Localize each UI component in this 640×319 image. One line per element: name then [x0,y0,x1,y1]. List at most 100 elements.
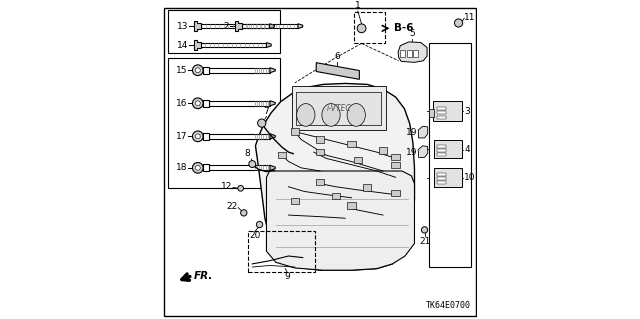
Polygon shape [269,24,275,28]
Bar [437,153,446,156]
Text: 21: 21 [419,237,430,246]
Polygon shape [419,126,428,138]
Text: 15: 15 [175,66,187,75]
Text: 9: 9 [284,272,290,281]
Ellipse shape [297,104,315,126]
Bar [209,134,270,139]
Bar [209,101,270,106]
Bar [406,50,412,57]
Bar [278,152,286,159]
Text: 11: 11 [463,13,475,22]
Bar [436,111,446,114]
Text: TK64E0700: TK64E0700 [426,301,470,310]
Polygon shape [419,146,428,158]
Bar [203,100,209,107]
Polygon shape [266,171,415,270]
Circle shape [193,98,203,109]
Bar [433,101,461,121]
Bar [429,43,471,267]
Text: 1: 1 [355,1,361,11]
Bar [437,145,446,148]
Text: FR.: FR. [193,271,212,280]
Text: 8: 8 [244,149,250,159]
Polygon shape [235,21,242,31]
Text: 22: 22 [227,202,237,211]
Circle shape [421,227,428,233]
Circle shape [193,65,203,76]
Bar [437,177,446,180]
Text: 3: 3 [464,107,470,116]
Polygon shape [266,43,271,48]
Text: 13: 13 [177,22,188,31]
Text: 12: 12 [221,182,232,191]
Polygon shape [255,84,415,270]
Bar [354,12,385,43]
Bar [203,67,209,74]
Text: 16: 16 [175,99,187,108]
Circle shape [249,160,256,167]
Circle shape [195,166,200,170]
Polygon shape [298,24,303,28]
Bar [400,50,405,57]
Bar [429,109,434,116]
Bar [291,198,299,204]
Bar [201,24,269,28]
Polygon shape [270,165,275,170]
Bar [203,133,209,140]
Bar [201,43,266,48]
Bar [348,203,356,209]
Text: 20: 20 [250,232,261,241]
Bar [291,129,299,135]
Text: i-VTEC: i-VTEC [326,104,351,114]
Bar [392,154,399,160]
Polygon shape [398,42,427,62]
Text: 2: 2 [224,22,229,31]
Bar [203,164,209,171]
Polygon shape [194,21,201,31]
Text: 4: 4 [464,145,470,154]
Bar [292,86,386,130]
Text: 18: 18 [175,163,187,172]
Circle shape [257,221,262,228]
Bar [316,136,324,143]
Circle shape [193,162,203,173]
Bar [434,140,461,159]
Polygon shape [270,68,275,73]
Circle shape [195,101,200,106]
Circle shape [454,19,463,27]
Bar [437,173,446,176]
Polygon shape [270,101,275,106]
Polygon shape [316,63,360,79]
Text: 10: 10 [464,174,476,182]
Bar [332,193,340,199]
Bar [392,161,399,168]
Bar [316,179,324,185]
Circle shape [193,131,203,142]
Bar [348,141,356,147]
Bar [436,107,446,110]
Bar [209,165,270,170]
Bar [354,157,362,163]
Text: 5: 5 [409,29,415,38]
Bar [434,168,461,187]
Bar [392,190,399,196]
Bar [436,115,446,119]
Circle shape [238,185,243,191]
Ellipse shape [322,104,340,126]
Circle shape [258,119,266,127]
Circle shape [241,210,247,216]
Bar [437,149,446,152]
Text: 6: 6 [335,52,340,61]
Bar [248,232,316,272]
Text: 14: 14 [177,41,188,49]
Ellipse shape [347,104,365,126]
Circle shape [357,24,366,33]
Text: B-6: B-6 [394,23,413,33]
Text: 19: 19 [406,148,417,157]
Bar [168,11,280,53]
Bar [413,50,418,57]
Bar [379,147,387,154]
Polygon shape [194,40,201,50]
Polygon shape [270,134,275,139]
Text: 17: 17 [175,132,187,141]
